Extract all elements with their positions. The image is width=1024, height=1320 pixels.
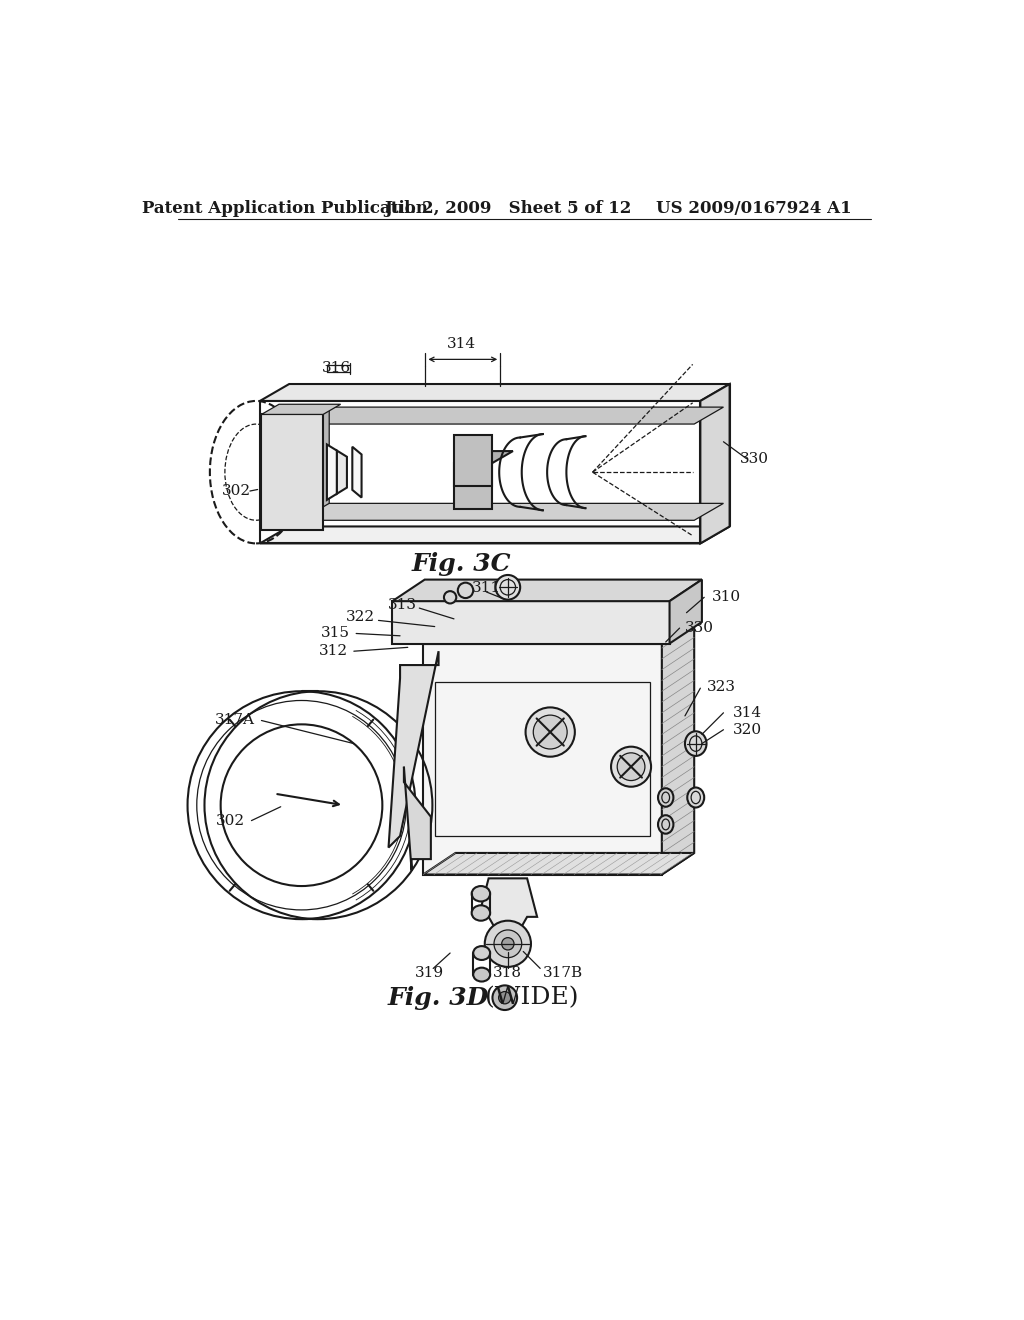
- Polygon shape: [423, 644, 662, 875]
- Circle shape: [502, 937, 514, 950]
- Text: 315: 315: [321, 627, 350, 640]
- Text: 319: 319: [415, 966, 443, 979]
- Polygon shape: [700, 384, 730, 544]
- Polygon shape: [403, 767, 431, 871]
- Polygon shape: [260, 527, 730, 544]
- Text: 317A: 317A: [215, 714, 255, 727]
- Circle shape: [617, 752, 645, 780]
- Polygon shape: [388, 651, 438, 847]
- Polygon shape: [298, 407, 724, 424]
- Polygon shape: [392, 601, 670, 644]
- Polygon shape: [392, 579, 701, 601]
- Text: 317B: 317B: [543, 966, 583, 979]
- Circle shape: [458, 582, 473, 598]
- Text: 330: 330: [739, 451, 769, 466]
- Text: 323: 323: [707, 680, 735, 693]
- Ellipse shape: [473, 968, 490, 982]
- Polygon shape: [261, 404, 341, 414]
- Text: 302: 302: [222, 484, 251, 498]
- Text: 314: 314: [447, 337, 476, 351]
- Polygon shape: [327, 445, 337, 500]
- Circle shape: [484, 921, 531, 968]
- Ellipse shape: [687, 788, 705, 808]
- Text: Fig. 3D: Fig. 3D: [388, 986, 489, 1010]
- Text: 313: 313: [388, 598, 417, 612]
- Text: 322: 322: [345, 610, 375, 623]
- Circle shape: [444, 591, 457, 603]
- Circle shape: [499, 991, 511, 1005]
- Ellipse shape: [473, 946, 490, 960]
- Text: Fig. 3C: Fig. 3C: [412, 552, 511, 577]
- Text: 310: 310: [712, 590, 741, 605]
- Polygon shape: [260, 384, 730, 401]
- Ellipse shape: [472, 906, 490, 921]
- Polygon shape: [298, 503, 724, 520]
- Ellipse shape: [658, 788, 674, 807]
- Circle shape: [525, 708, 574, 756]
- Circle shape: [496, 576, 520, 599]
- Text: Patent Application Publication: Patent Application Publication: [141, 199, 427, 216]
- Circle shape: [611, 747, 651, 787]
- Polygon shape: [454, 463, 493, 510]
- Text: 302: 302: [215, 813, 245, 828]
- Text: 318: 318: [494, 966, 522, 979]
- Text: US 2009/0167924 A1: US 2009/0167924 A1: [656, 199, 852, 216]
- Text: (WIDE): (WIDE): [469, 986, 578, 1010]
- Ellipse shape: [658, 816, 674, 834]
- Ellipse shape: [685, 731, 707, 756]
- Circle shape: [534, 715, 567, 748]
- Text: 316: 316: [323, 360, 351, 375]
- Circle shape: [493, 985, 517, 1010]
- Text: 311: 311: [472, 581, 501, 595]
- Ellipse shape: [472, 886, 490, 902]
- Polygon shape: [300, 407, 330, 520]
- Polygon shape: [261, 414, 323, 529]
- Polygon shape: [670, 579, 701, 644]
- Circle shape: [494, 929, 521, 958]
- Polygon shape: [454, 451, 513, 463]
- Polygon shape: [352, 446, 361, 498]
- Text: 312: 312: [318, 644, 348, 659]
- Text: 314: 314: [733, 706, 762, 719]
- Text: 320: 320: [733, 723, 762, 737]
- Polygon shape: [478, 878, 538, 940]
- Polygon shape: [423, 622, 694, 644]
- Text: Jul. 2, 2009   Sheet 5 of 12: Jul. 2, 2009 Sheet 5 of 12: [384, 199, 632, 216]
- Text: 330: 330: [685, 622, 714, 635]
- Polygon shape: [337, 450, 347, 494]
- Polygon shape: [662, 622, 694, 875]
- Polygon shape: [454, 436, 493, 486]
- Polygon shape: [423, 853, 694, 875]
